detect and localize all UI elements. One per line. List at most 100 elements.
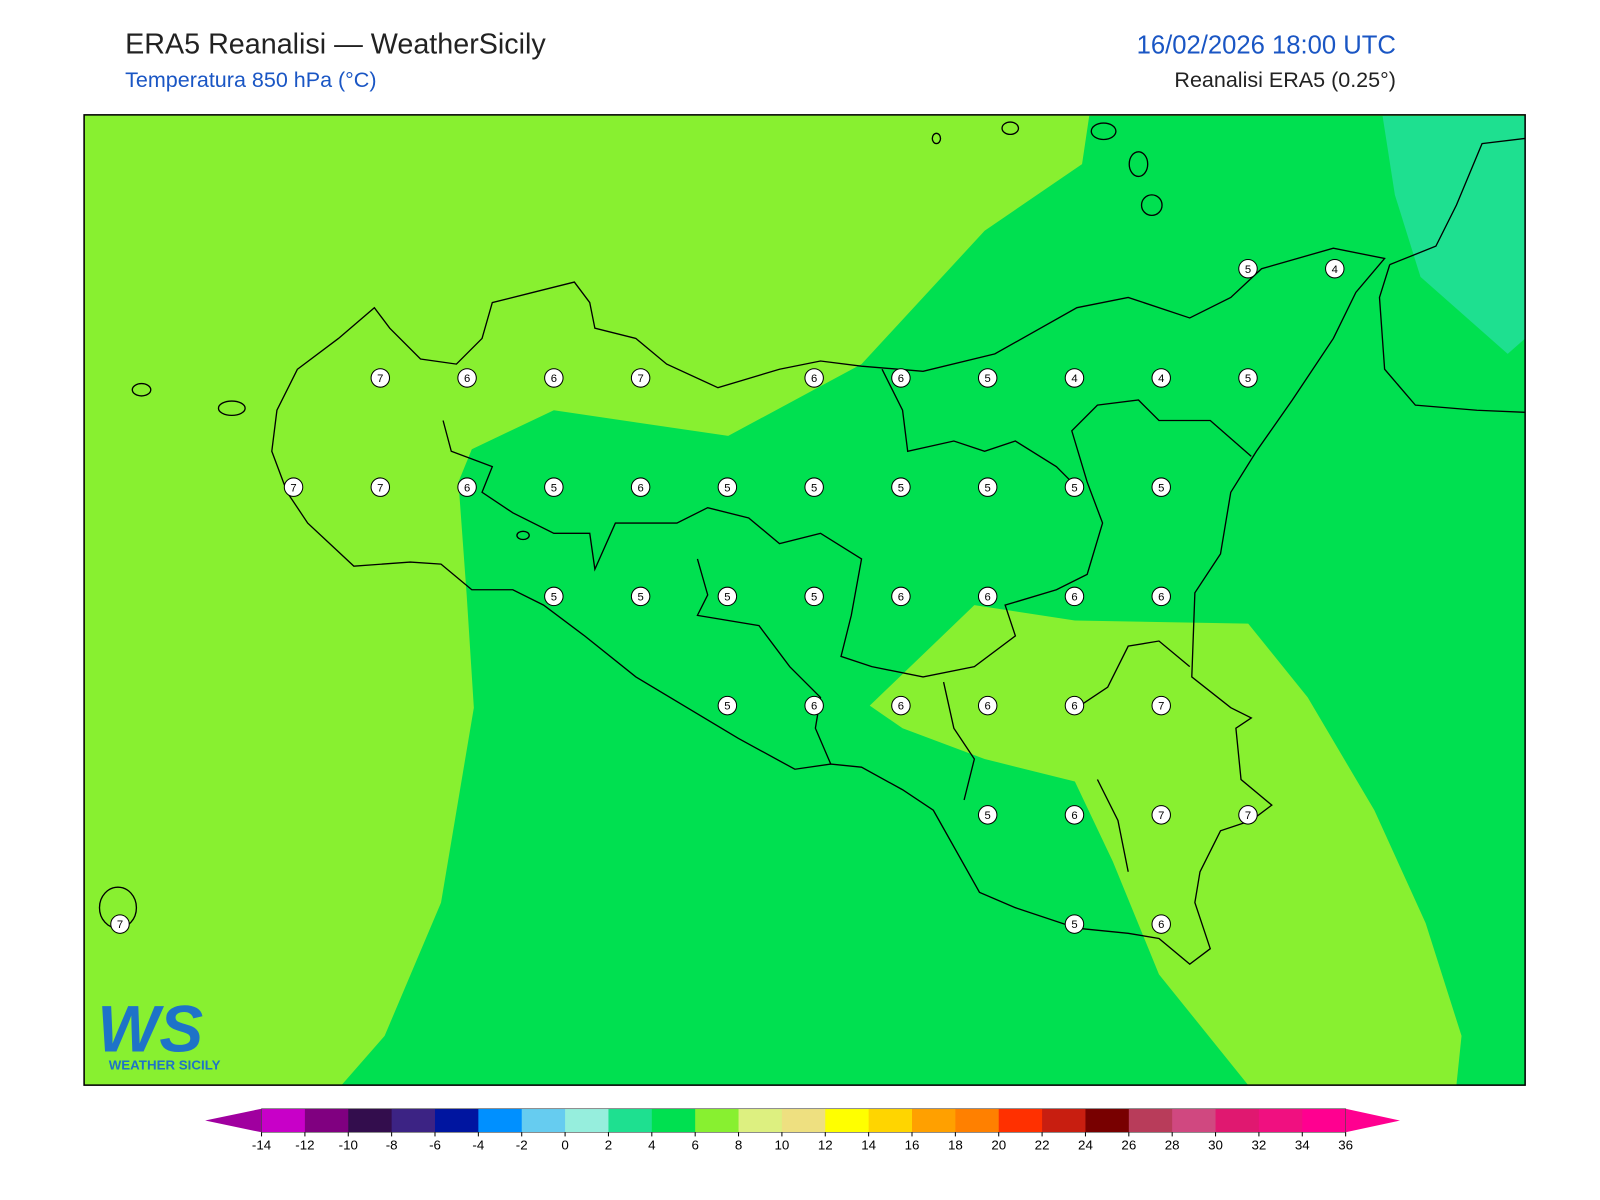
station-value: 7 [117, 919, 123, 931]
station-marker [370, 477, 391, 497]
island [931, 132, 942, 145]
station-marker [544, 477, 564, 497]
colorbar-tick-label: 6 [691, 1138, 698, 1153]
station-marker [977, 586, 998, 607]
colorbar-tick-label: -14 [252, 1138, 272, 1153]
colorbar-outline [261, 1108, 1346, 1133]
colorbar-tick-label: 0 [561, 1138, 568, 1153]
station-value: 6 [811, 701, 817, 713]
colorbar-segment [1215, 1108, 1260, 1133]
station-value: 6 [1071, 810, 1077, 822]
colorbar-segment [998, 1108, 1043, 1133]
datetime: 16/02/2026 18:00 UTC [1137, 31, 1396, 59]
station-marker [977, 477, 998, 497]
province-border [696, 368, 1191, 872]
station-marker [630, 477, 651, 497]
station-marker [1064, 586, 1085, 607]
station-marker [1064, 695, 1085, 716]
colorbar-segment [261, 1108, 306, 1133]
station-marker [1151, 914, 1171, 934]
station-marker [804, 477, 824, 497]
station-marker [1238, 368, 1258, 388]
colorbar-tick-label: -12 [295, 1138, 314, 1153]
station-marker [717, 586, 738, 607]
colorbar-tick-label: -10 [339, 1138, 358, 1153]
station-marker [1238, 258, 1258, 279]
station-value: 6 [898, 373, 904, 385]
station-value: 5 [1245, 373, 1251, 385]
island [217, 400, 246, 417]
station-marker [370, 368, 391, 388]
station-value: 6 [985, 592, 991, 604]
station-value: 6 [1071, 701, 1077, 713]
station-marker [1064, 805, 1085, 825]
island [1090, 122, 1117, 141]
colorbar-tick-label: 18 [948, 1138, 963, 1153]
station-marker [804, 368, 824, 388]
colorbar-segment [1042, 1108, 1086, 1133]
station-value: 5 [811, 482, 817, 494]
colorbar-segment [1258, 1108, 1303, 1133]
station-value: 6 [985, 701, 991, 713]
colorbar: -14 -12 -10 -8 -6 -4 -2 0 2 4 6 8 10 12 14 16 18 20 22 24 26… [205, 1108, 1400, 1153]
colorbar-tick-label: 28 [1165, 1138, 1180, 1153]
station-marker [1151, 368, 1171, 388]
station-value: 6 [464, 482, 470, 494]
station-value: 6 [898, 592, 904, 604]
colorbar-segment [1085, 1108, 1130, 1133]
logo-tagline: WEATHER SICILY [109, 1058, 221, 1073]
logo-mark: WS [97, 992, 203, 1065]
station-value: 7 [1158, 810, 1164, 822]
station-value: 5 [724, 482, 730, 494]
station-value: 6 [898, 701, 904, 713]
island [1128, 151, 1149, 178]
colorbar-segment [1128, 1108, 1173, 1133]
station-marker [1151, 477, 1171, 497]
station-value: 4 [1332, 264, 1338, 276]
island [1140, 194, 1163, 217]
station-value: 7 [377, 373, 383, 385]
station-value: 5 [724, 701, 730, 713]
colorbar-segment [781, 1108, 826, 1133]
calabria-coast [1378, 137, 1526, 413]
station-value: 6 [1158, 592, 1164, 604]
station-marker [977, 695, 998, 716]
field-teal [1382, 115, 1526, 354]
colorbar-segment [608, 1108, 653, 1133]
station-marker [804, 586, 824, 607]
station-value: 5 [1158, 482, 1164, 494]
station-value: 7 [290, 482, 296, 494]
station-marker [1151, 586, 1171, 607]
map-field [84, 114, 1526, 1086]
station-marker [457, 368, 477, 388]
station-value: 7 [1158, 701, 1164, 713]
colorbar-segment [434, 1108, 479, 1133]
colorbar-segment [391, 1108, 436, 1133]
station-value: 6 [811, 373, 817, 385]
colorbar-segment [738, 1108, 783, 1133]
station-value: 4 [1071, 373, 1077, 385]
title: ERA5 Reanalisi — WeatherSicily [125, 28, 546, 60]
station-marker [283, 477, 304, 497]
station-value: 7 [377, 482, 383, 494]
colorbar-tick-label: 32 [1251, 1138, 1266, 1153]
colorbar-segment [912, 1108, 956, 1133]
colorbar-segment [521, 1108, 566, 1133]
colorbar-segment [955, 1108, 1000, 1133]
station-value: 5 [898, 482, 904, 494]
colorbar-tick-label: -4 [472, 1138, 484, 1153]
colorbar-tick-label: 26 [1121, 1138, 1136, 1153]
station-marker [544, 586, 564, 607]
station-value: 5 [551, 592, 557, 604]
colorbar-segment [825, 1108, 870, 1133]
island [131, 382, 152, 397]
colorbar-segment [1302, 1108, 1347, 1133]
island [516, 530, 530, 541]
station-value: 6 [1071, 592, 1077, 604]
station-value: 5 [985, 373, 991, 385]
stations: 5 4 7 6 6 7 6 6 5 4 4 5 7 7 6 5 6 5 5 5 5 5 5 5 5 5 5 6 6 6 6 5 6 6 6 6 7 5 6 7… [110, 258, 1345, 934]
station-value: 5 [1071, 482, 1077, 494]
colorbar-segment [1172, 1108, 1217, 1133]
station-marker [891, 586, 911, 607]
station-value: 5 [724, 592, 730, 604]
